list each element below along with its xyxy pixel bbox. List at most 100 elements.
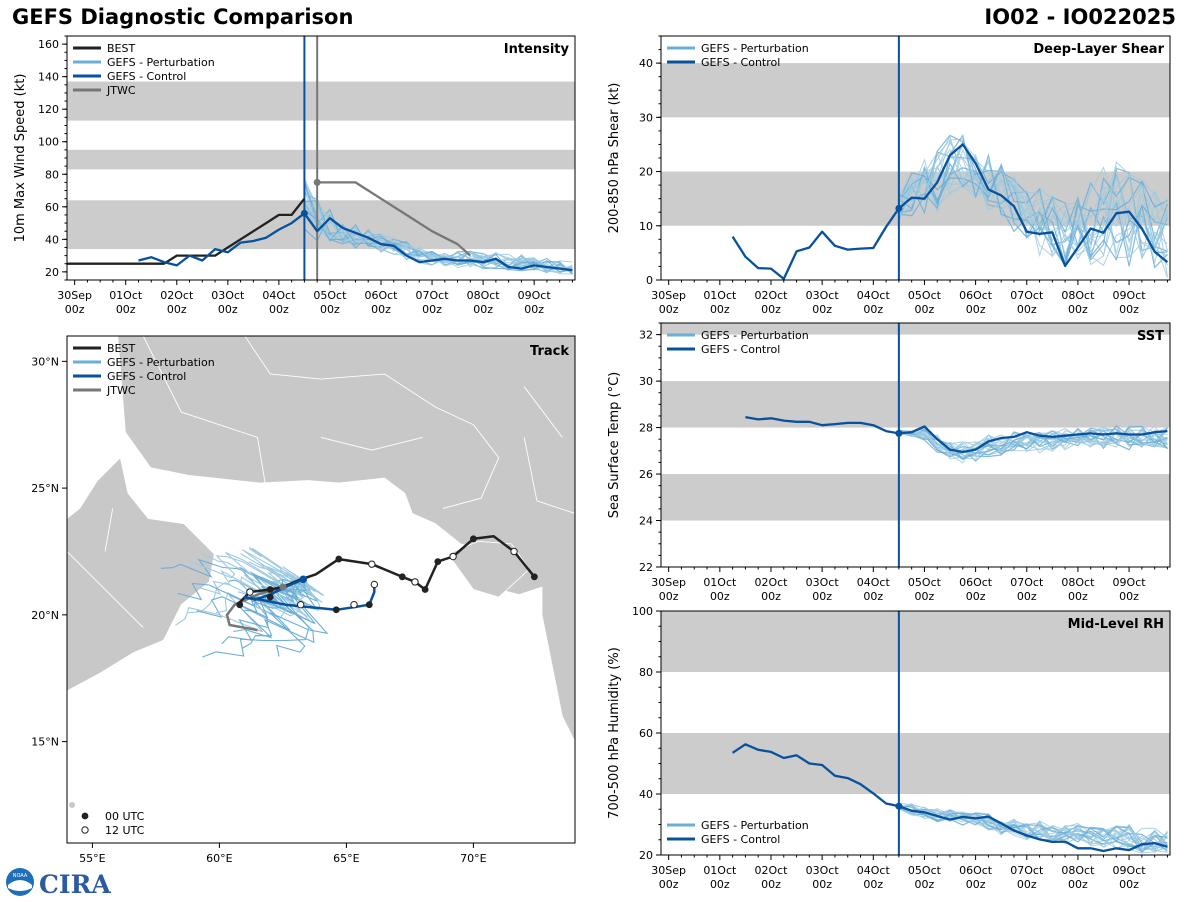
rh-ytick-label: 100: [632, 605, 653, 618]
rh-xtick-label-hour: 00z: [812, 878, 832, 891]
shear-xtick-label-hour: 00z: [1119, 303, 1139, 316]
intensity-ytick-label: 140: [38, 71, 59, 84]
intensity-xtick-label-hour: 00z: [218, 303, 238, 316]
shear-ytick-label: 30: [639, 111, 653, 124]
track-perturbation-15: [177, 574, 304, 607]
shear-control-init-marker: [895, 204, 903, 212]
sst-ytick-label: 28: [639, 422, 653, 435]
sst-xtick-label-hour: 00z: [1068, 590, 1088, 603]
track-legend-label: GEFS - Perturbation: [107, 356, 215, 369]
intensity-xtick-label-date: 05Oct: [313, 289, 347, 302]
rh-ytick-label: 60: [639, 727, 653, 740]
sst-xtick-label-date: 08Oct: [1061, 576, 1095, 589]
shear-xtick-label-hour: 00z: [812, 303, 832, 316]
shear-xtick-label-hour: 00z: [1017, 303, 1037, 316]
track-marker-00utc: [398, 573, 406, 581]
sst-ytick-label: 22: [639, 561, 653, 574]
shear-xtick-label-date: 01Oct: [703, 289, 737, 302]
country-border-4: [320, 436, 423, 451]
rh-xtick-label-hour: 00z: [1119, 878, 1139, 891]
intensity-xtick-label-date: 01Oct: [109, 289, 143, 302]
track-marker-12utc: [296, 601, 305, 609]
track-marker-00utc: [530, 573, 538, 581]
sst-ytick-label: 32: [639, 329, 653, 342]
sst-band-1: [661, 381, 1170, 428]
track-marker-00utc: [236, 601, 244, 609]
rh-legend-label: GEFS - Control: [701, 833, 780, 846]
intensity-xtick-label-hour: 00z: [269, 303, 289, 316]
track-legend-label: JTWC: [106, 384, 136, 397]
country-border-1: [244, 336, 500, 509]
track-ytick-label: 20°N: [31, 609, 59, 622]
rh-perturbation-line-12: [898, 804, 1168, 853]
sst-xtick-label-date: 07Oct: [1010, 576, 1044, 589]
track-jtwc-init-marker: [279, 583, 287, 591]
intensity-ytick-label: 100: [38, 136, 59, 149]
sst-xtick-label-date: 04Oct: [857, 576, 891, 589]
intensity-xtick-label-date: 08Oct: [467, 289, 501, 302]
shear-xtick-label-hour: 00z: [659, 303, 679, 316]
track-perturbation-6: [215, 578, 311, 622]
sst-series-gefs-control: [745, 415, 1168, 454]
intensity-xtick-label-date: 03Oct: [211, 289, 245, 302]
intensity-ytick-label: 60: [45, 201, 59, 214]
shear-perturbation-line-7: [898, 139, 1168, 266]
shear-perturbation-line-17: [898, 138, 1168, 266]
shear-legend-label: GEFS - Perturbation: [701, 42, 809, 55]
track-marker-00utc: [266, 593, 274, 601]
sst-legend-label: GEFS - Control: [701, 343, 780, 356]
shear-series-gefs-control: [731, 143, 1169, 280]
intensity-ytick-label: 120: [38, 103, 59, 116]
track-marker-12utc: [411, 578, 419, 586]
shear-xtick-label-hour: 00z: [710, 303, 730, 316]
intensity-legend-label: BEST: [107, 42, 135, 55]
intensity-band-1: [67, 149, 575, 170]
rh-xtick-label-hour: 00z: [761, 878, 781, 891]
shear-xtick-label-date: 05Oct: [908, 289, 942, 302]
track-perturbation-9: [160, 558, 304, 597]
intensity-control-init-marker: [300, 209, 308, 217]
rh-band-0: [661, 733, 1170, 794]
intensity-xtick-label-hour: 00z: [167, 303, 187, 316]
rh-band-1: [661, 611, 1170, 672]
shear-xtick-label-date: 08Oct: [1061, 289, 1095, 302]
sst-ytick-label: 24: [639, 515, 653, 528]
shear-xtick-label-date: 04Oct: [857, 289, 891, 302]
track-marker-legend-label: 00 UTC: [105, 810, 145, 823]
rh-xtick-label-hour: 00z: [863, 878, 883, 891]
intensity-ytick-label: 40: [45, 233, 59, 246]
rh-xtick-label-date: 05Oct: [908, 864, 942, 877]
shear-perturbation-line-10: [898, 141, 1168, 277]
sst-frame: [660, 322, 1171, 568]
shear-perturbation-line-18: [898, 134, 1168, 261]
track-legend-marker-00: [81, 812, 89, 820]
track-marker-00utc: [335, 555, 343, 563]
shear-ytick-label: 20: [639, 166, 653, 179]
track-title: Track: [530, 344, 569, 359]
intensity-xtick-label-date: 02Oct: [160, 289, 194, 302]
intensity-band-2: [67, 81, 575, 121]
sst-ytick-label: 30: [639, 375, 653, 388]
rh-xtick-label-date: 07Oct: [1010, 864, 1044, 877]
land-arabia: [67, 336, 215, 692]
noaa-cira-logo: NOAA CIRA: [4, 866, 114, 899]
intensity-xtick-label-hour: 00z: [65, 303, 85, 316]
track-marker-00utc: [365, 601, 373, 609]
intensity-ytick-label: 20: [45, 266, 59, 279]
rh-xtick-label-date: 08Oct: [1061, 864, 1095, 877]
rh-ylabel: 700-500 hPa Humidity (%): [607, 647, 622, 819]
track-xtick-label: 65°E: [333, 852, 359, 865]
track-jtwc: [225, 585, 284, 632]
track-marker-12utc: [246, 588, 254, 596]
track-map-area: [67, 336, 575, 843]
track-marker-00utc: [421, 586, 429, 593]
rh-xtick-label-hour: 00z: [710, 878, 730, 891]
rh-xtick-label-date: 06Oct: [959, 864, 993, 877]
intensity-legend-label: GEFS - Control: [107, 70, 186, 83]
rh-title: Mid-Level RH: [1068, 617, 1164, 632]
track-marker-12utc: [370, 580, 379, 589]
sst-title: SST: [1137, 329, 1164, 344]
sst-xtick-label-hour: 00z: [761, 590, 781, 603]
intensity-xtick-label-hour: 00z: [422, 303, 442, 316]
shear-ylabel: 200-850 hPa Shear (kt): [607, 83, 622, 234]
